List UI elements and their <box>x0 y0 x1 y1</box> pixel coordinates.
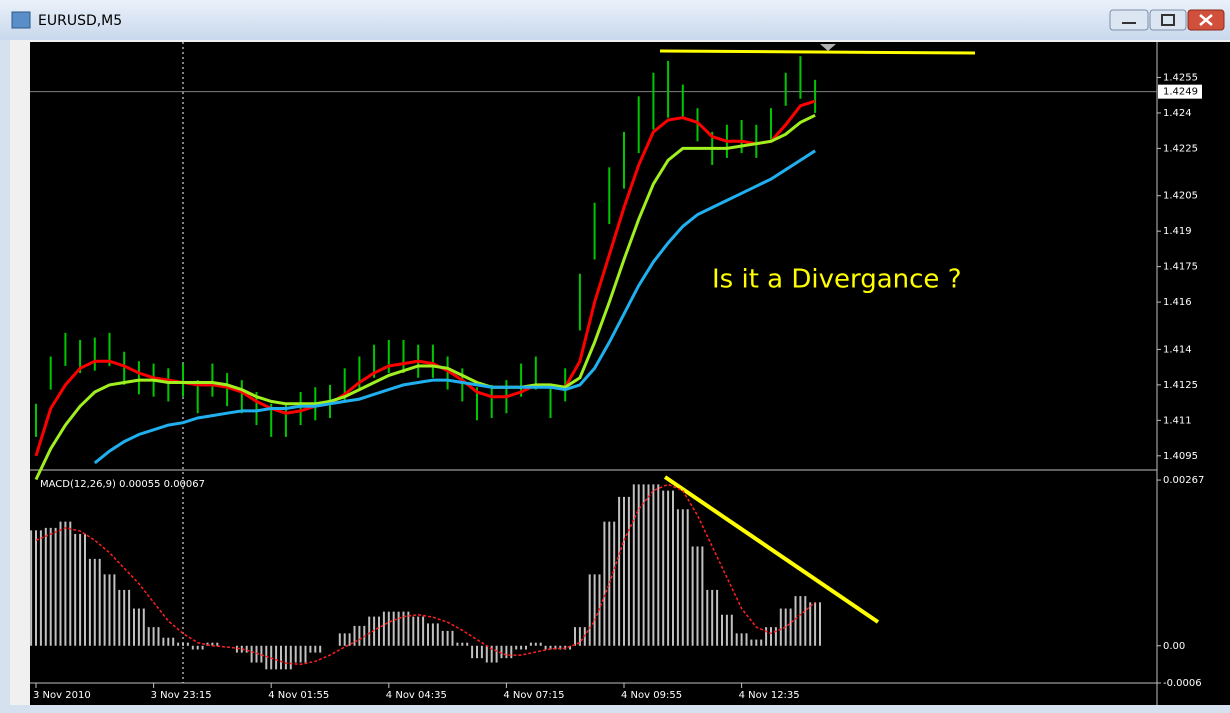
title-bar <box>0 0 1230 40</box>
y-tick-label: 1.419 <box>1163 226 1192 237</box>
window-title: EURUSD,M5 <box>38 13 122 29</box>
y-tick-label: 1.4205 <box>1163 191 1198 202</box>
current-price-label: 1.4249 <box>1163 87 1198 98</box>
shift-marker <box>820 44 836 51</box>
minimize-button[interactable] <box>1109 9 1149 31</box>
chart-area <box>30 42 1230 705</box>
y-tick-label: 0.00 <box>1163 641 1185 652</box>
x-tick-label: 4 Nov 01:55 <box>268 690 329 701</box>
y-tick-label: 1.4175 <box>1163 262 1198 273</box>
moving-average <box>34 99 816 457</box>
x-tick-label: 4 Nov 07:15 <box>503 690 564 701</box>
x-tick-label: 4 Nov 04:35 <box>386 690 447 701</box>
y-tick-label: 1.4225 <box>1163 143 1198 154</box>
y-tick-label: 1.411 <box>1163 415 1192 426</box>
x-tick-label: 3 Nov 23:15 <box>151 690 212 701</box>
window-icon <box>11 11 31 29</box>
y-tick-label: 1.4095 <box>1163 451 1198 462</box>
moving-average <box>34 113 816 481</box>
x-tick-label: 4 Nov 09:55 <box>621 690 682 701</box>
maximize-glyph <box>1161 14 1175 26</box>
signal-line <box>35 483 816 666</box>
maximize-button[interactable] <box>1149 9 1187 31</box>
y-tick-label: 0.00267 <box>1163 475 1204 486</box>
y-tick-label: 1.4255 <box>1163 72 1198 83</box>
y-tick-label: 1.4125 <box>1163 380 1198 391</box>
annotation: Is it a Divergance ? <box>712 265 962 295</box>
current-price-box <box>1158 84 1202 99</box>
y-tick-label: 1.424 <box>1163 108 1192 119</box>
x-tick-label: 3 Nov 2010 <box>33 690 91 701</box>
y-tick-label: -0.0006 <box>1163 678 1202 689</box>
trend-line <box>659 49 976 55</box>
trend-line <box>663 475 880 624</box>
y-tick-label: 1.416 <box>1163 297 1192 308</box>
y-tick-label: 1.414 <box>1163 344 1192 355</box>
moving-average <box>93 149 816 465</box>
close-glyph <box>1199 14 1213 26</box>
indicator-label: MACD(12,26,9) 0.00055 0.00067 <box>40 479 205 490</box>
x-tick-label: 4 Nov 12:35 <box>739 690 800 701</box>
